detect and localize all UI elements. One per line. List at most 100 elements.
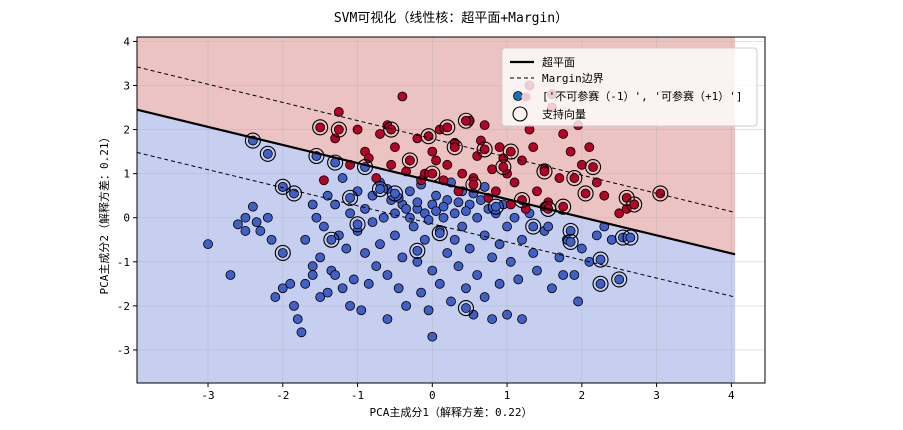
support-vector-ring (562, 233, 579, 251)
point-class-neg (390, 208, 400, 219)
point-class-neg (573, 296, 583, 307)
support-vector-point (375, 184, 385, 194)
support-vector-ring (487, 198, 504, 215)
point-class-pos (509, 177, 520, 188)
support-vector-point (461, 115, 471, 126)
point-class-pos (431, 155, 441, 166)
point-class-pos (319, 175, 329, 186)
point-class-neg (457, 221, 468, 232)
support-vector-ring (371, 181, 389, 198)
point-class-neg (240, 226, 251, 236)
point-class-neg (277, 283, 288, 294)
support-vector-ring (386, 185, 403, 202)
point-class-neg (449, 234, 460, 245)
point-class-neg (479, 230, 490, 241)
legend: 超平面 Margin边界 ['不可参赛（-1）', '可参赛（+1）'] 支持向量 (501, 47, 758, 127)
support-vector-point (423, 131, 434, 142)
support-vector-point (498, 162, 509, 172)
point-class-neg (532, 265, 542, 276)
point-class-neg (494, 278, 505, 289)
point-class-neg (375, 239, 385, 250)
support-vector-point (277, 181, 288, 192)
support-vector-ring (327, 154, 344, 171)
support-vector-ring (476, 141, 493, 158)
point-class-neg (330, 199, 341, 210)
support-vector-point (333, 124, 344, 135)
support-vector-point (449, 142, 460, 153)
point-class-neg (300, 234, 311, 245)
point-class-neg (233, 219, 243, 230)
point-class-neg (348, 274, 359, 285)
point-class-neg (513, 274, 524, 285)
support-vector-ring (555, 198, 572, 215)
point-class-pos (532, 186, 542, 197)
support-vector-point (345, 192, 355, 203)
point-class-neg (576, 243, 587, 254)
point-class-neg (255, 226, 266, 236)
point-class-neg (479, 292, 490, 302)
support-vector-ring (323, 231, 340, 248)
support-vector-ring (383, 121, 400, 138)
point-class-pos (375, 129, 385, 139)
point-class-pos (576, 159, 587, 170)
point-class-neg (393, 283, 404, 294)
point-class-neg (423, 305, 434, 316)
x-tick-label: 3 (653, 389, 660, 402)
legend-entry-label: 超平面 (542, 55, 575, 69)
point-class-neg (270, 292, 281, 302)
point-class-neg (419, 234, 430, 245)
point-class-pos (479, 120, 490, 131)
point-class-neg (360, 203, 370, 214)
point-class-neg (427, 265, 438, 276)
point-class-neg (423, 215, 434, 225)
point-class-neg (311, 212, 322, 223)
point-class-pos (442, 159, 453, 170)
point-class-neg (315, 292, 326, 302)
point-class-neg (345, 208, 355, 219)
support-vector-point (468, 179, 479, 190)
support-vector-ring (611, 271, 628, 288)
point-class-neg (266, 234, 277, 245)
point-class-pos (427, 146, 438, 157)
support-vector-point (595, 254, 606, 265)
point-class-neg (404, 186, 415, 197)
support-vector-point (629, 199, 640, 210)
point-class-neg (404, 212, 415, 223)
point-class-neg (289, 300, 299, 311)
support-vector-ring (525, 218, 542, 235)
support-vector-point (565, 226, 576, 236)
point-class-pos (363, 153, 374, 164)
support-vector-point (614, 274, 625, 285)
point-class-pos (333, 107, 344, 117)
y-tick-label: -1 (117, 256, 130, 269)
point-class-neg (427, 331, 438, 342)
support-vector-point (505, 146, 516, 157)
point-class-neg (296, 327, 307, 338)
point-class-neg (292, 314, 303, 324)
legend-box (501, 47, 758, 127)
support-vector-point (479, 144, 490, 155)
point-class-pos (520, 203, 531, 214)
point-class-neg (319, 221, 329, 232)
y-tick-label: 3 (123, 79, 130, 92)
support-vector-ring (420, 128, 437, 145)
point-class-pos (554, 173, 565, 183)
support-vector-point (461, 303, 471, 313)
y-tick-label: 0 (123, 212, 130, 225)
support-vector-point (580, 188, 591, 199)
margin-line-lower (136, 151, 736, 298)
support-vector-ring (330, 121, 347, 138)
point-class-neg (472, 212, 483, 223)
legend-entry-label: 支持向量 (542, 107, 586, 121)
point-class-neg (251, 217, 262, 228)
y-tick-label: -2 (117, 300, 130, 313)
point-class-neg (487, 252, 498, 263)
x-tick-label: -1 (351, 389, 364, 402)
point-class-pos (558, 129, 569, 139)
support-vector-ring (495, 158, 512, 176)
support-vector-point (262, 148, 273, 159)
point-class-neg (487, 314, 498, 324)
point-class-neg (330, 270, 341, 280)
point-class-neg (517, 314, 527, 324)
point-class-neg (517, 234, 527, 245)
